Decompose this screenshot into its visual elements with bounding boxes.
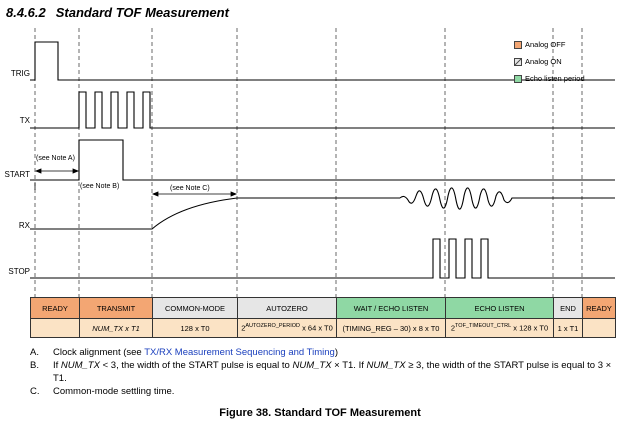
phase-table: READY TRANSMIT COMMON-MODE AUTOZERO WAIT… <box>30 297 616 338</box>
orange-square-icon <box>514 40 522 49</box>
phase-autozero: AUTOZERO <box>237 297 337 319</box>
start-waveform <box>30 139 615 181</box>
signal-label-trig: TRIG <box>10 69 30 78</box>
signal-label-stop: STOP <box>8 267 30 276</box>
duration-wait-echo-listen: (TIMING_REG – 30) x 8 x T0 <box>336 318 446 338</box>
phase-duration-row: NUM_TX x T1 128 x T0 2AUTOZERO_PERIOD x … <box>30 318 616 338</box>
signal-label-tx: TX <box>19 116 30 125</box>
duration-autozero: 2AUTOZERO_PERIOD x 64 x T0 <box>237 318 337 338</box>
legend-label: Analog OFF <box>525 40 566 49</box>
duration-end: 1 x T1 <box>553 318 583 338</box>
phase-common-mode: COMMON-MODE <box>152 297 238 319</box>
signal-label-start: START <box>4 170 30 179</box>
note-c-label: (see Note C) <box>170 185 210 192</box>
stop-waveform <box>30 238 615 279</box>
phase-divider-lines <box>34 28 583 297</box>
legend-item-analog-on: Analog ON <box>514 57 562 66</box>
phase-transmit: TRANSMIT <box>79 297 153 319</box>
figure-caption: Figure 38. Standard TOF Measurement <box>219 407 421 419</box>
green-square-icon <box>514 74 522 83</box>
footnote-a: A. Clock alignment (see TX/RX Measuremen… <box>30 347 338 358</box>
section-number: 8.4.6.2 <box>6 5 46 20</box>
footnotes: A. Clock alignment (see TX/RX Measuremen… <box>30 346 613 398</box>
note-arrows <box>34 168 238 197</box>
phase-name-row: READY TRANSMIT COMMON-MODE AUTOZERO WAIT… <box>30 297 616 319</box>
section-title: Standard TOF Measurement <box>55 5 229 20</box>
duration-transmit: NUM_TX x T1 <box>79 318 153 338</box>
duration-ready-final <box>582 318 616 338</box>
rx-settling-curve <box>30 197 238 230</box>
phase-wait-echo-listen: WAIT / ECHO LISTEN <box>336 297 446 319</box>
legend-label: Echo listen period <box>525 74 585 83</box>
legend-label: Analog ON <box>525 57 562 66</box>
tx-waveform <box>30 91 615 129</box>
note-b-label: (see Note B) <box>80 183 120 190</box>
phase-ready-final: READY <box>582 297 616 319</box>
rx-echo-signal <box>399 187 520 210</box>
timing-diagram <box>30 28 615 297</box>
phase-echo-listen: ECHO LISTEN <box>445 297 554 319</box>
note-a-label: (see Note A) <box>36 155 75 162</box>
gray-slashed-square-icon <box>514 57 522 66</box>
phase-end: END <box>553 297 583 319</box>
signal-label-rx: RX <box>18 221 30 230</box>
footnote-b: B. If NUM_TX < 3, the width of the START… <box>30 360 612 384</box>
phase-ready: READY <box>30 297 80 319</box>
duration-ready <box>30 318 80 338</box>
duration-common-mode: 128 x T0 <box>152 318 238 338</box>
section-heading: 8.4.6.2 Standard TOF Measurement <box>6 5 229 20</box>
footnote-c: C. Common-mode settling time. <box>30 386 175 397</box>
timing-section-link[interactable]: TX/RX Measurement Sequencing and Timing <box>144 347 335 358</box>
legend-item-analog-off: Analog OFF <box>514 40 565 49</box>
trig-waveform <box>30 41 615 81</box>
duration-echo-listen: 2TOF_TIMEOUT_CTRL x 128 x T0 <box>445 318 554 338</box>
legend-item-echo-listen: Echo listen period <box>514 74 585 83</box>
